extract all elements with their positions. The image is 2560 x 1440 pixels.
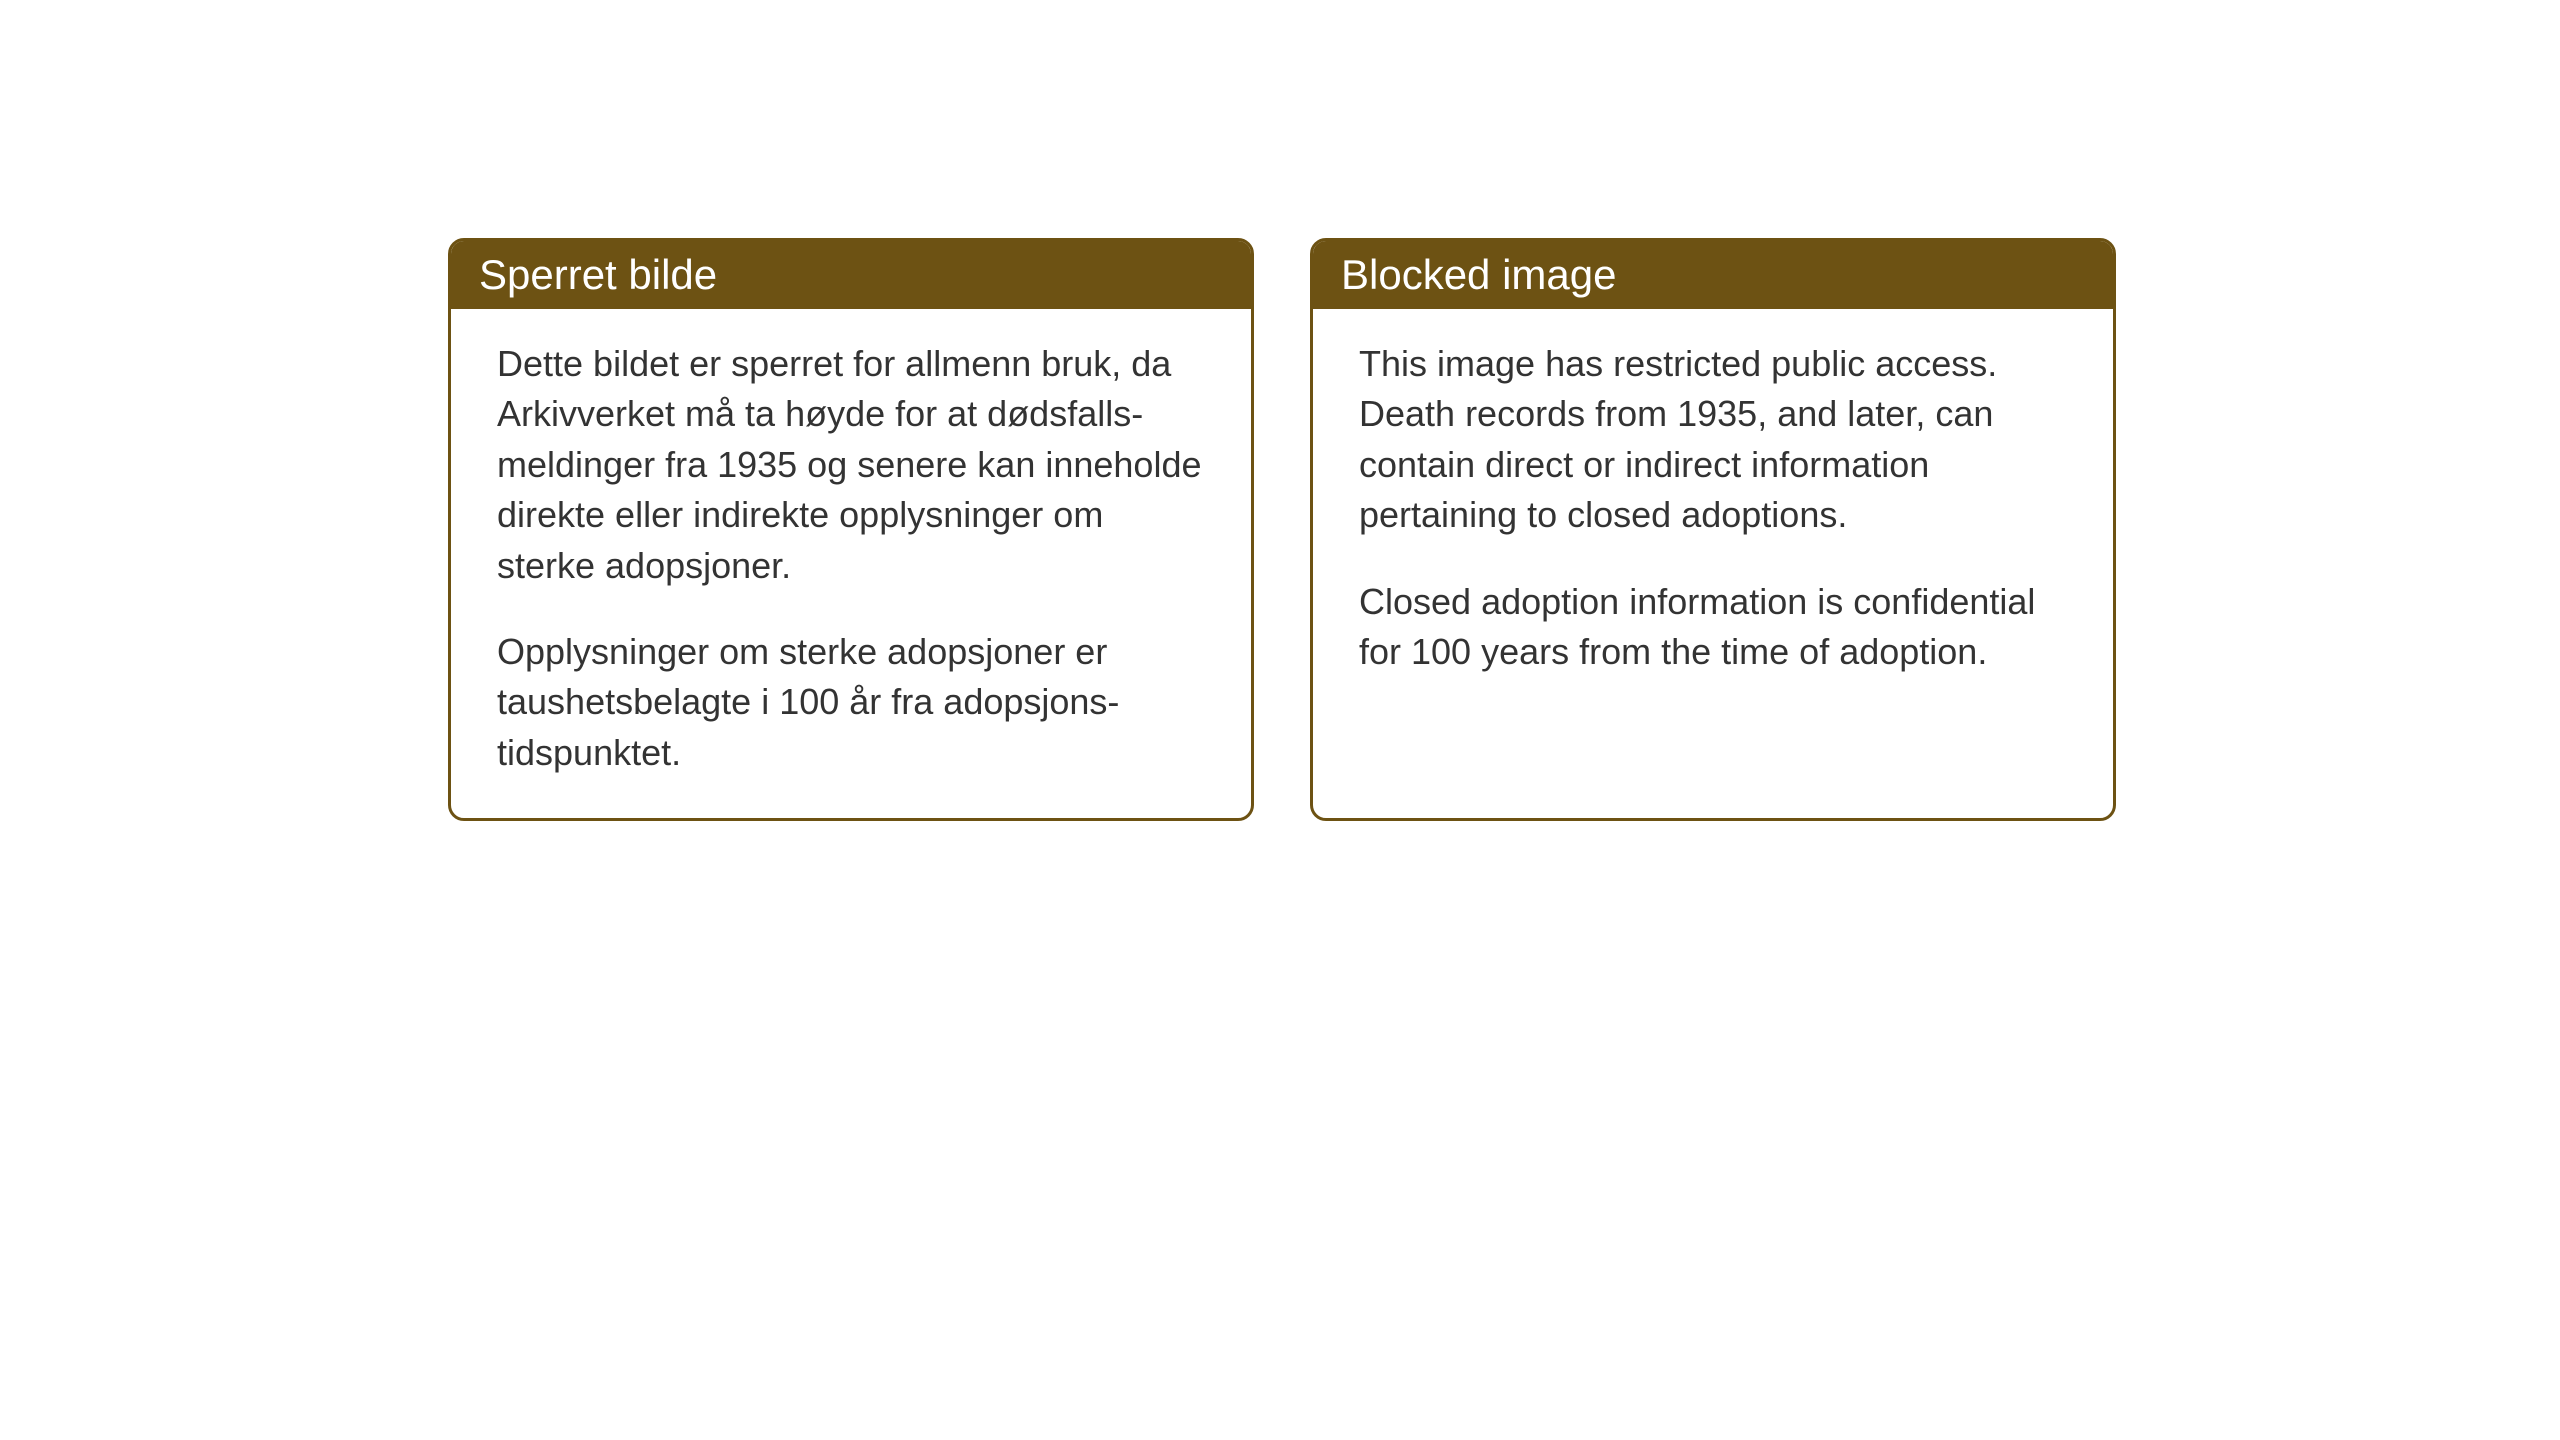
notice-paragraph-2-english: Closed adoption information is confident… [1359, 577, 2067, 678]
notice-body-english: This image has restricted public access.… [1313, 309, 2113, 749]
notice-paragraph-2-norwegian: Opplysninger om sterke adopsjoner er tau… [497, 627, 1205, 778]
notice-paragraph-1-norwegian: Dette bildet er sperret for allmenn bruk… [497, 339, 1205, 591]
notice-header-english: Blocked image [1313, 241, 2113, 309]
notice-paragraph-1-english: This image has restricted public access.… [1359, 339, 2067, 541]
notice-title-english: Blocked image [1341, 251, 1616, 298]
notice-header-norwegian: Sperret bilde [451, 241, 1251, 309]
notice-container: Sperret bilde Dette bildet er sperret fo… [0, 0, 2560, 821]
notice-body-norwegian: Dette bildet er sperret for allmenn bruk… [451, 309, 1251, 818]
notice-title-norwegian: Sperret bilde [479, 251, 717, 298]
notice-box-english: Blocked image This image has restricted … [1310, 238, 2116, 821]
notice-box-norwegian: Sperret bilde Dette bildet er sperret fo… [448, 238, 1254, 821]
